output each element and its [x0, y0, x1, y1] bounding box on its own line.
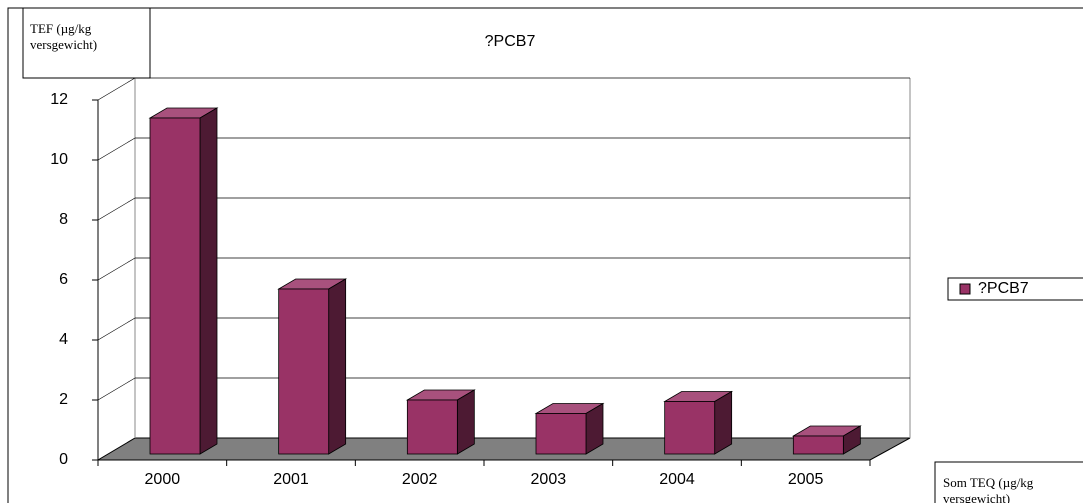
bar-front [535, 413, 587, 455]
bar-side [456, 389, 475, 455]
x-label-box [934, 461, 1083, 503]
y-tick-label: 2 [59, 391, 68, 408]
x-tick-label: 2002 [402, 471, 438, 488]
bar-front [406, 399, 458, 455]
y-tick-label: 6 [59, 271, 68, 288]
bar [405, 389, 476, 455]
x-tick-label: 2003 [531, 471, 567, 488]
y-tick-label: 0 [59, 451, 68, 468]
bar [534, 402, 605, 455]
x-tick-label: 2005 [788, 471, 824, 488]
bar-side [714, 390, 733, 455]
bar-side [328, 278, 347, 455]
bar-front [149, 117, 201, 455]
x-axis-label: Som TEQ (µg/kg [943, 475, 1034, 490]
chart-title: ?PCB7 [485, 33, 536, 50]
bar-front [792, 435, 844, 455]
bar-front [664, 401, 716, 455]
grid-line [97, 377, 136, 401]
legend-label: ?PCB7 [978, 280, 1029, 297]
bar [791, 425, 862, 455]
x-tick-label: 2001 [273, 471, 309, 488]
chart-frame [7, 7, 1083, 503]
grid-line [97, 77, 136, 101]
x-tick-label: 2000 [145, 471, 181, 488]
bar [148, 107, 219, 455]
y-tick-label: 8 [59, 211, 68, 228]
y-axis-label: TEF (µg/kg [30, 21, 92, 36]
grid-line [97, 317, 136, 341]
y-tick-label: 12 [50, 91, 68, 108]
grid-line [97, 137, 136, 161]
y-tick-label: 4 [59, 331, 68, 348]
bar-side [199, 107, 218, 455]
grid-line [97, 197, 136, 221]
x-tick-label: 2004 [659, 471, 695, 488]
bar-front [278, 288, 330, 455]
bar [277, 278, 348, 455]
grid-line [97, 257, 136, 281]
bar [663, 390, 734, 455]
floor [96, 437, 911, 461]
legend-box [947, 277, 1083, 301]
y-axis-label: versgewicht) [30, 37, 97, 52]
y-tick-label: 10 [50, 151, 68, 168]
legend-swatch [959, 283, 971, 295]
y-label-box [22, 7, 151, 79]
x-axis-label: versgewicht) [943, 491, 1010, 503]
